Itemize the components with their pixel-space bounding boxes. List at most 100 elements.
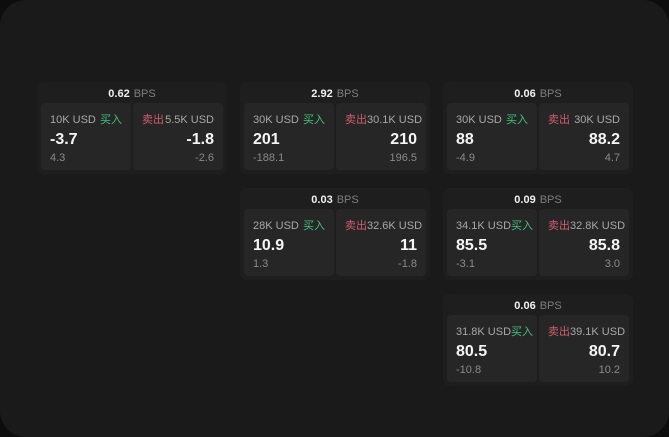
sell-delta: -2.6 (195, 152, 214, 164)
buy-delta: -4.9 (456, 152, 475, 164)
bps-unit-label: BPS (539, 194, 562, 206)
sell-tag: 卖出 (142, 114, 164, 126)
buy-delta: 4.3 (50, 152, 66, 164)
bps-header: 2.92 BPS (244, 86, 426, 103)
sell-panel[interactable]: 卖出 30K USD 88.2 4.7 (539, 103, 629, 170)
buy-tag: 买入 (506, 114, 528, 126)
sell-panel[interactable]: 卖出 30.1K USD 210 196.5 (336, 103, 426, 170)
quote-card: 0.03 BPS 28K USD 买入 10.9 1.3 卖出 32.6K US… (240, 188, 430, 280)
bps-unit-label: BPS (539, 300, 562, 312)
bps-value: 0.03 (311, 194, 333, 206)
quote-panels: 28K USD 买入 10.9 1.3 卖出 32.6K USD 11 -1.8 (244, 209, 426, 276)
bps-value: 0.62 (108, 88, 130, 100)
sell-size-label: 32.8K USD (570, 220, 626, 232)
quote-card: 0.62 BPS 10K USD 买入 -3.7 4.3 卖出 5.5K USD… (37, 82, 227, 174)
quote-card: 2.92 BPS 30K USD 买入 201 -188.1 卖出 30.1K … (240, 82, 430, 174)
quote-card: 0.06 BPS 31.8K USD 买入 80.5 -10.8 卖出 39.1… (443, 294, 633, 386)
buy-panel-top: 10K USD 买入 (50, 111, 122, 127)
quote-card: 0.09 BPS 34.1K USD 买入 85.5 -3.1 卖出 32.8K… (443, 188, 633, 280)
buy-size-label: 31.8K USD (456, 326, 512, 338)
sell-tag: 卖出 (345, 114, 367, 126)
sell-panel[interactable]: 卖出 32.6K USD 11 -1.8 (336, 209, 426, 276)
sell-size-label: 30.1K USD (367, 114, 423, 126)
sell-price: 80.7 (588, 343, 620, 360)
buy-tag: 买入 (100, 114, 122, 126)
buy-delta: 1.3 (253, 258, 269, 270)
sell-delta: 10.2 (598, 364, 620, 376)
sell-price: 210 (390, 131, 417, 148)
buy-panel-top: 30K USD 买入 (253, 111, 325, 127)
buy-size-label: 28K USD (253, 220, 299, 232)
sell-tag: 卖出 (548, 114, 570, 126)
bps-header: 0.06 BPS (447, 298, 629, 315)
sell-panel[interactable]: 卖出 39.1K USD 80.7 10.2 (539, 315, 629, 382)
buy-panel-top: 34.1K USD 买入 (456, 217, 533, 233)
buy-price: 85.5 (456, 237, 488, 254)
sell-tag: 卖出 (345, 220, 367, 232)
buy-tag: 买入 (511, 326, 534, 338)
buy-size-label: 34.1K USD (456, 220, 512, 232)
sell-size-label: 30K USD (574, 114, 620, 126)
sell-panel[interactable]: 卖出 32.8K USD 85.8 3.0 (539, 209, 629, 276)
bps-unit-label: BPS (133, 88, 156, 100)
buy-panel[interactable]: 30K USD 买入 201 -188.1 (244, 103, 334, 170)
quotes-grid: 0.62 BPS 10K USD 买入 -3.7 4.3 卖出 5.5K USD… (37, 82, 633, 386)
sell-size-label: 39.1K USD (570, 326, 626, 338)
buy-panel[interactable]: 31.8K USD 买入 80.5 -10.8 (447, 315, 537, 382)
buy-price: 88 (456, 131, 474, 148)
buy-delta: -3.1 (456, 258, 475, 270)
sell-panel-top: 卖出 32.6K USD (345, 217, 422, 233)
bps-unit-label: BPS (539, 88, 562, 100)
bps-header: 0.62 BPS (41, 86, 223, 103)
sell-price: 11 (400, 237, 417, 254)
buy-size-label: 10K USD (50, 114, 96, 126)
sell-panel-top: 卖出 5.5K USD (142, 111, 214, 127)
buy-price: 80.5 (456, 343, 488, 360)
sell-delta: 3.0 (604, 258, 620, 270)
buy-price: 10.9 (253, 237, 285, 254)
sell-price: -1.8 (186, 131, 214, 148)
sell-size-label: 5.5K USD (165, 114, 214, 126)
sell-price: 85.8 (588, 237, 620, 254)
sell-tag: 卖出 (548, 220, 570, 232)
sell-delta: -1.8 (398, 258, 417, 270)
sell-panel-top: 卖出 32.8K USD (548, 217, 625, 233)
quote-panels: 30K USD 买入 88 -4.9 卖出 30K USD 88.2 4.7 (447, 103, 629, 170)
bps-header: 0.06 BPS (447, 86, 629, 103)
buy-panel-top: 28K USD 买入 (253, 217, 325, 233)
sell-tag: 卖出 (548, 326, 570, 338)
sell-delta: 4.7 (604, 152, 620, 164)
quote-panels: 10K USD 买入 -3.7 4.3 卖出 5.5K USD -1.8 -2.… (41, 103, 223, 170)
buy-tag: 买入 (303, 114, 325, 126)
buy-price: -3.7 (50, 131, 78, 148)
buy-price: 201 (253, 131, 280, 148)
buy-delta: -10.8 (456, 364, 482, 376)
sell-panel-top: 卖出 39.1K USD (548, 323, 625, 339)
buy-tag: 买入 (303, 220, 325, 232)
bps-header: 0.03 BPS (244, 192, 426, 209)
sell-panel-top: 卖出 30K USD (548, 111, 620, 127)
quote-card: 0.06 BPS 30K USD 买入 88 -4.9 卖出 30K USD 8… (443, 82, 633, 174)
quote-panels: 34.1K USD 买入 85.5 -3.1 卖出 32.8K USD 85.8… (447, 209, 629, 276)
sell-size-label: 32.6K USD (367, 220, 423, 232)
sell-price: 88.2 (588, 131, 620, 148)
buy-panel-top: 30K USD 买入 (456, 111, 528, 127)
buy-panel[interactable]: 28K USD 买入 10.9 1.3 (244, 209, 334, 276)
buy-panel[interactable]: 10K USD 买入 -3.7 4.3 (41, 103, 131, 170)
buy-size-label: 30K USD (456, 114, 502, 126)
buy-size-label: 30K USD (253, 114, 299, 126)
buy-panel[interactable]: 34.1K USD 买入 85.5 -3.1 (447, 209, 537, 276)
quote-panels: 30K USD 买入 201 -188.1 卖出 30.1K USD 210 1… (244, 103, 426, 170)
bps-header: 0.09 BPS (447, 192, 629, 209)
sell-delta: 196.5 (389, 152, 417, 164)
bps-value: 0.06 (514, 300, 536, 312)
buy-panel[interactable]: 30K USD 买入 88 -4.9 (447, 103, 537, 170)
quote-panels: 31.8K USD 买入 80.5 -10.8 卖出 39.1K USD 80.… (447, 315, 629, 382)
bps-value: 0.09 (514, 194, 536, 206)
bps-value: 0.06 (514, 88, 536, 100)
buy-panel-top: 31.8K USD 买入 (456, 323, 533, 339)
sell-panel[interactable]: 卖出 5.5K USD -1.8 -2.6 (133, 103, 223, 170)
bps-unit-label: BPS (336, 88, 359, 100)
buy-tag: 买入 (511, 220, 534, 232)
buy-delta: -188.1 (253, 152, 285, 164)
